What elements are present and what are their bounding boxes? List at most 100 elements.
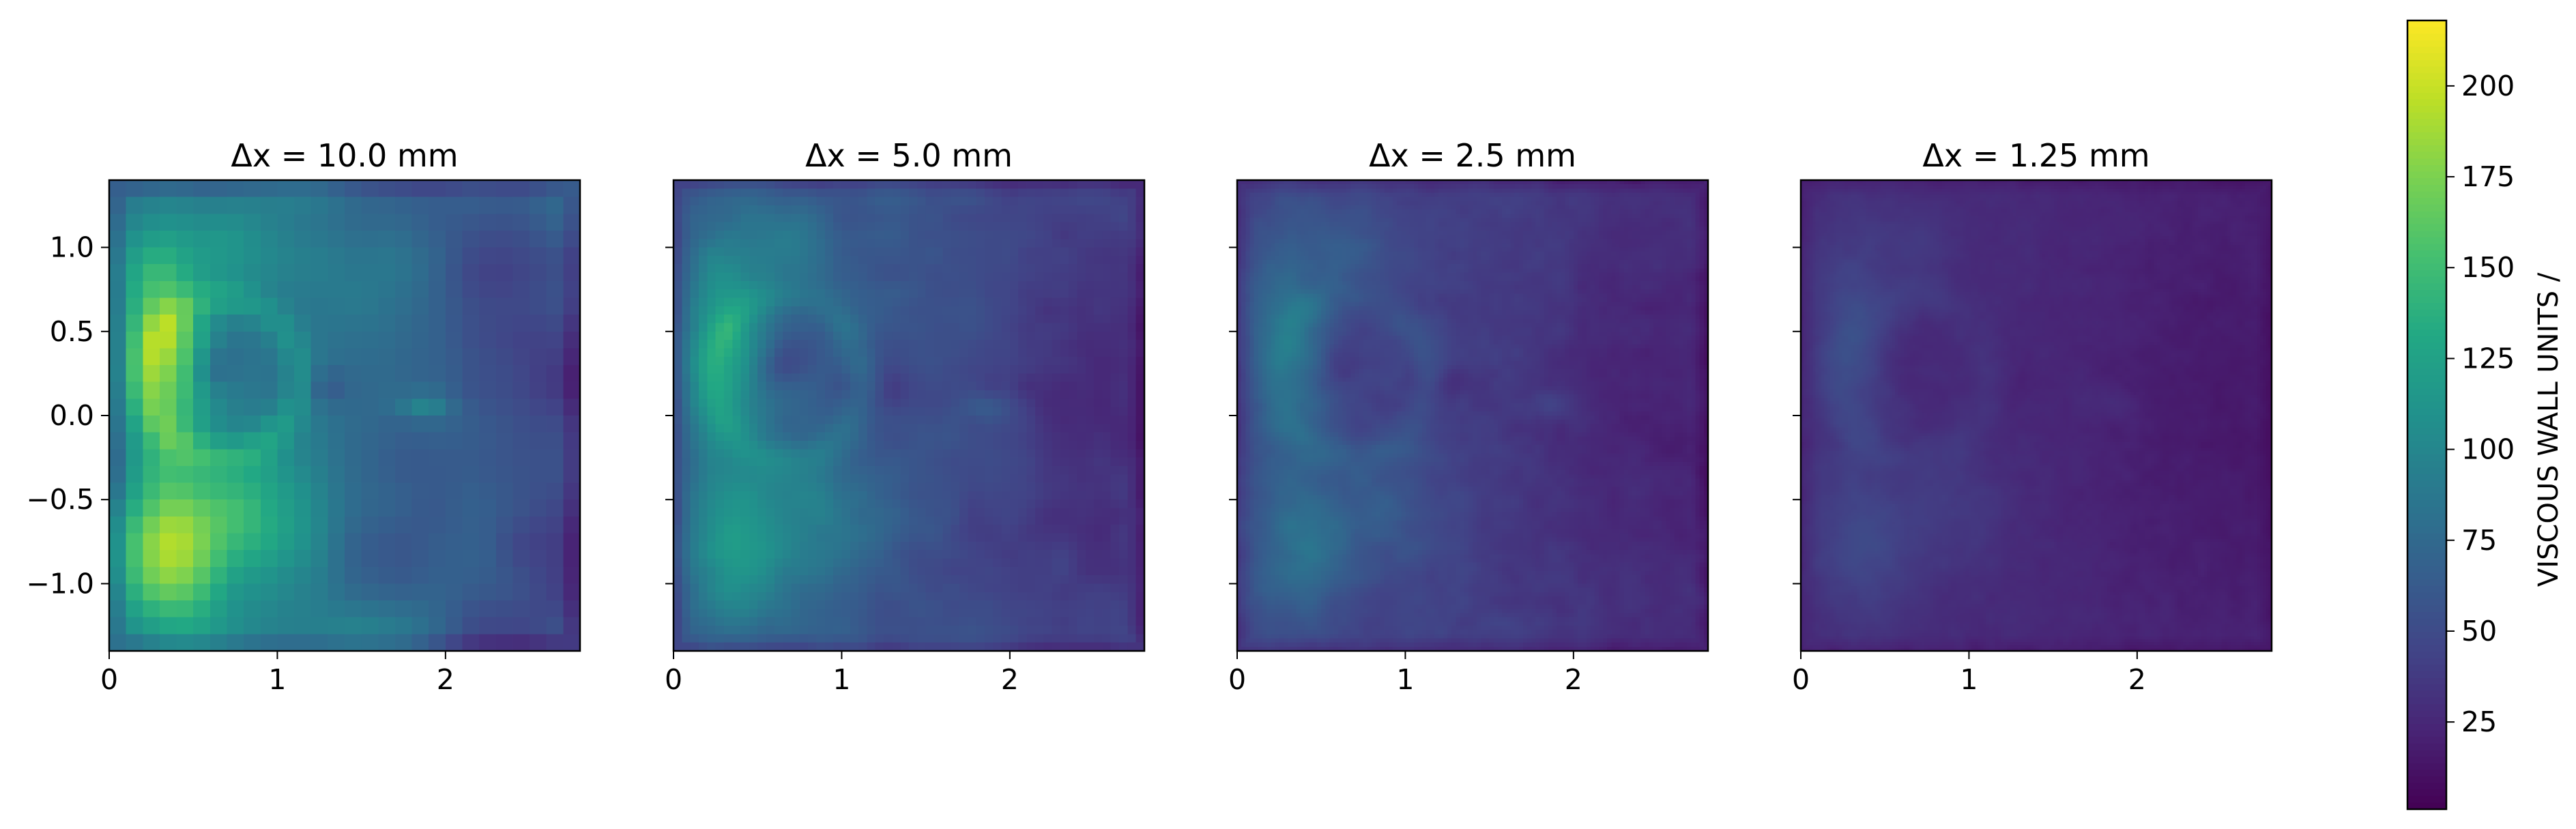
heatmap-cell [841,256,850,265]
heatmap-cell [143,197,160,214]
heatmap-cell [926,231,935,239]
heatmap-cell [674,483,682,492]
heatmap-cell [479,634,496,651]
heatmap-cell [892,407,901,416]
heatmap-cell [395,499,412,517]
heatmap-cell [741,357,750,366]
heatmap-cell [1002,214,1011,222]
heatmap-cell [724,239,733,248]
heatmap-cell [926,222,935,231]
heatmap-cell [1069,508,1077,517]
heatmap-cell [816,558,825,567]
heatmap-cell [825,289,834,298]
heatmap-cell [699,525,708,534]
heatmap-cell [479,433,496,450]
heatmap-cell [841,273,850,282]
heatmap-cell [800,239,809,248]
heatmap-cell [732,180,741,189]
heatmap-cell [783,306,792,315]
heatmap-cell [412,248,429,265]
heatmap-cell [757,491,766,500]
heatmap-cell [909,273,918,282]
heatmap-cell [884,373,893,382]
heatmap-cell [210,365,227,382]
heatmap-cell [563,433,580,450]
heatmap-cell [825,508,834,517]
heatmap-cell [1136,180,1145,189]
heatmap-cell [951,382,960,391]
heatmap-cell [901,558,910,567]
heatmap-cell [800,281,809,290]
heatmap-cell [783,525,792,534]
heatmap-cell [850,214,859,222]
heatmap-cell [934,323,943,332]
heatmap-cell [691,222,699,231]
heatmap-cell [775,534,783,542]
heatmap-cell [1052,205,1060,214]
heatmap-cell [867,449,875,458]
heatmap-cell [909,499,918,508]
heatmap-cell [109,517,126,534]
heatmap-cell [833,474,842,483]
heatmap-cell [926,600,935,609]
heatmap-cell [395,365,412,382]
heatmap-cell [177,197,194,214]
heatmap-cell [530,567,547,584]
heatmap-cell [985,525,994,534]
heatmap-cell [512,214,530,231]
heatmap-cell [1136,357,1145,366]
heatmap-cell [707,550,716,559]
heatmap-cell [328,550,345,567]
heatmap-cell [1035,508,1044,517]
heatmap-cell [867,231,875,239]
heatmap-cell [850,348,859,357]
heatmap-cell [674,474,682,483]
heatmap-cell [867,433,875,441]
heatmap-cell [682,357,691,366]
heatmap-cell [749,416,758,424]
heatmap-cell [328,600,345,617]
heatmap-cell [951,222,960,231]
heatmap-cell [716,458,725,467]
heatmap-cell [985,466,994,475]
heatmap-cell [766,214,775,222]
heatmap-cell [1060,550,1069,559]
heatmap-cell [825,256,834,265]
heatmap-cell [1060,188,1069,197]
heatmap-cell [1010,298,1019,307]
heatmap-cell [1094,416,1103,424]
heatmap-cell [193,583,210,600]
heatmap-cell [766,449,775,458]
heatmap-cell [530,617,547,635]
heatmap-cell [1018,567,1027,576]
heatmap-cell [682,466,691,475]
heatmap-cell [1069,289,1077,298]
heatmap-cell [732,534,741,542]
heatmap-cell [867,466,875,475]
heatmap-cell [825,499,834,508]
heatmap-cell [850,583,859,592]
heatmap-cell [143,600,160,617]
heatmap-cell [682,298,691,307]
heatmap-panel: Δx = 10.0 mm0 1 21.00.50.0−0.5−1.0 [26,137,580,696]
heatmap-cell [1043,499,1052,508]
heatmap-cell [926,441,935,450]
heatmap-cell [699,306,708,315]
heatmap-cell [1127,567,1136,576]
heatmap-cell [395,517,412,534]
heatmap-cell [1086,583,1095,592]
heatmap-cell [892,483,901,492]
heatmap-cell [682,508,691,517]
heatmap-cell [1127,306,1136,315]
heatmap-cell [277,264,294,281]
heatmap-cell [1094,289,1103,298]
heatmap-cell [1119,180,1128,189]
heatmap-cell [109,298,126,315]
heatmap-cell [412,348,429,365]
heatmap-cell [934,365,943,374]
heatmap-cell [1018,332,1027,340]
heatmap-cell [993,398,1002,407]
heatmap-cell [968,449,976,458]
heatmap-cell [884,542,893,551]
heatmap-cell [1094,491,1103,500]
